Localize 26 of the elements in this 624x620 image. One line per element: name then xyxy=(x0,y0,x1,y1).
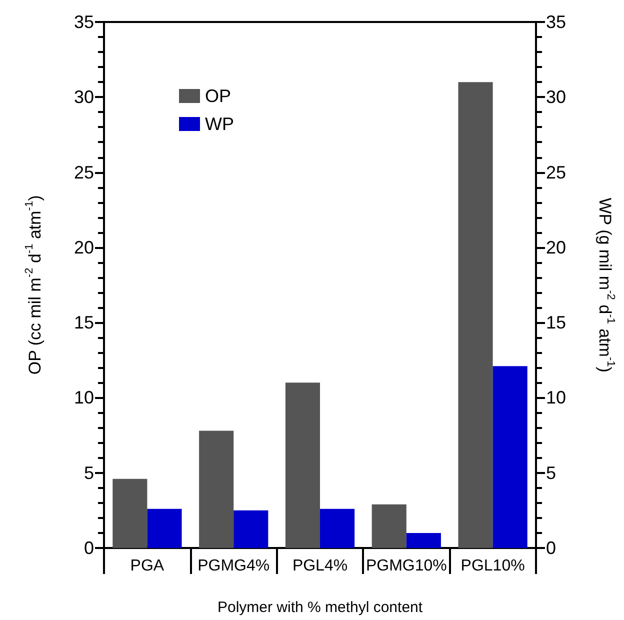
y2-tick-label: 25 xyxy=(546,162,566,182)
x-axis-title: Polymer with % methyl content xyxy=(217,599,424,616)
y-tick-label: 0 xyxy=(84,538,94,558)
y-tick-label: 25 xyxy=(74,162,94,182)
y-tick-label: 10 xyxy=(74,388,94,408)
x-tick-label: PGA xyxy=(130,558,164,574)
y2-tick-label: 20 xyxy=(546,237,566,258)
x-tick-label: PGL4% xyxy=(292,558,348,574)
y-tick-label: 20 xyxy=(74,237,94,258)
legend-label: OP xyxy=(205,86,232,106)
x-tick-label: PGMG4% xyxy=(198,558,270,574)
y2-tick-label: 0 xyxy=(546,538,556,558)
y2-tick-label: 35 xyxy=(546,12,566,32)
y2-tick-label: 10 xyxy=(546,388,566,408)
y-tick-label: 30 xyxy=(74,87,94,108)
y-tick-label: 15 xyxy=(74,312,94,333)
y-tick-label: 5 xyxy=(84,462,94,483)
y2-axis-title: WP (g mil m-2 d-1 atm-1) xyxy=(596,198,616,372)
y2-tick-label: 15 xyxy=(546,312,566,333)
y-axis-title: OP (cc mil m-2 d-1 atm-1) xyxy=(24,195,44,375)
legend-label: WP xyxy=(205,114,234,134)
y-tick-label: 35 xyxy=(74,12,94,32)
x-tick-label: PGMG10% xyxy=(366,558,447,574)
x-tick-label: PGL10% xyxy=(460,558,525,574)
y2-tick-label: 30 xyxy=(546,87,566,108)
y2-tick-label: 5 xyxy=(546,462,556,483)
